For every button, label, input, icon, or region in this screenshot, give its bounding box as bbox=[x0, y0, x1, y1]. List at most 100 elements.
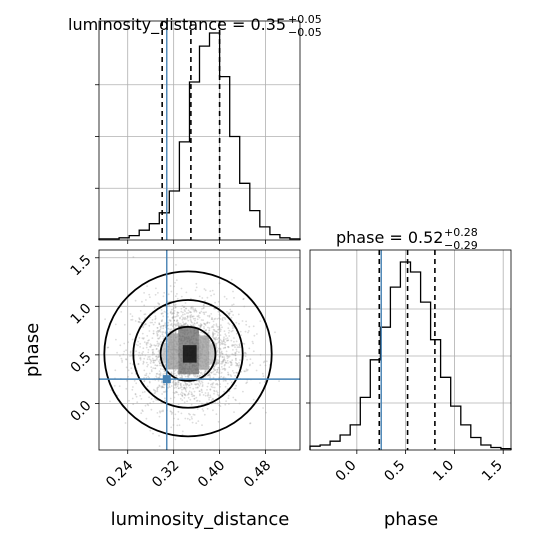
scatter-point bbox=[191, 393, 194, 395]
scatter-point bbox=[198, 375, 201, 378]
scatter-point bbox=[212, 398, 215, 400]
scatter-point bbox=[212, 333, 215, 336]
scatter-point bbox=[216, 349, 219, 352]
scatter-point bbox=[125, 358, 127, 360]
scatter-point bbox=[176, 385, 179, 388]
scatter-point bbox=[163, 391, 166, 393]
scatter-point bbox=[190, 403, 193, 406]
scatter-point bbox=[215, 390, 218, 393]
scatter-point bbox=[147, 339, 150, 342]
scatter-point bbox=[162, 368, 165, 371]
scatter-point bbox=[199, 394, 201, 397]
scatter-point bbox=[184, 310, 187, 313]
scatter-point bbox=[212, 333, 215, 336]
scatter-point bbox=[128, 399, 130, 402]
scatter-point bbox=[213, 307, 216, 310]
scatter-point bbox=[132, 256, 135, 258]
scatter-point bbox=[176, 319, 179, 322]
scatter-point bbox=[127, 341, 130, 344]
scatter-point bbox=[223, 390, 225, 393]
scatter-point bbox=[170, 312, 172, 314]
scatter-point bbox=[205, 329, 208, 331]
scatter-point bbox=[222, 316, 225, 319]
scatter-point bbox=[224, 363, 226, 366]
scatter-point bbox=[192, 317, 195, 320]
scatter-point bbox=[158, 355, 160, 357]
scatter-point bbox=[135, 350, 138, 353]
scatter-point bbox=[186, 383, 189, 385]
scatter-point bbox=[237, 365, 240, 367]
scatter-point bbox=[264, 364, 267, 367]
scatter-point bbox=[224, 333, 227, 336]
scatter-point bbox=[222, 347, 225, 350]
scatter-point bbox=[223, 330, 226, 332]
scatter-point bbox=[162, 325, 165, 327]
scatter-point bbox=[243, 352, 246, 354]
scatter-point bbox=[190, 320, 193, 322]
scatter-point bbox=[233, 387, 236, 390]
scatter-point bbox=[189, 311, 192, 314]
scatter-point bbox=[198, 381, 201, 383]
scatter-point bbox=[154, 293, 157, 296]
scatter-point bbox=[177, 380, 180, 382]
scatter-point bbox=[172, 391, 175, 394]
scatter-point bbox=[193, 390, 196, 393]
scatter-point bbox=[196, 386, 199, 389]
scatter-point bbox=[159, 328, 162, 331]
scatter-point bbox=[235, 350, 238, 353]
scatter-point bbox=[215, 323, 218, 325]
scatter-point bbox=[96, 394, 98, 396]
scatter-point bbox=[212, 331, 214, 334]
scatter-point bbox=[152, 323, 155, 326]
scatter-point bbox=[238, 343, 241, 346]
scatter-point bbox=[207, 331, 210, 334]
scatter-point bbox=[227, 327, 230, 330]
scatter-point bbox=[218, 339, 221, 342]
scatter-point bbox=[202, 304, 205, 307]
scatter-point bbox=[138, 321, 141, 324]
scatter-point bbox=[154, 315, 157, 318]
scatter-point bbox=[218, 367, 221, 369]
scatter-point bbox=[185, 382, 187, 385]
scatter-point bbox=[154, 321, 157, 324]
scatter-point bbox=[145, 342, 148, 345]
scatter-point bbox=[154, 364, 157, 366]
scatter-point bbox=[152, 348, 155, 351]
scatter-point bbox=[173, 319, 176, 322]
scatter-point bbox=[192, 413, 195, 416]
scatter-point bbox=[159, 374, 162, 377]
scatter-point bbox=[136, 401, 139, 404]
scatter-point bbox=[234, 353, 237, 355]
scatter-point bbox=[157, 386, 160, 389]
scatter-point bbox=[213, 392, 215, 395]
scatter-point bbox=[246, 358, 249, 361]
scatter-point bbox=[210, 385, 213, 388]
scatter-point bbox=[137, 363, 140, 365]
scatter-point bbox=[245, 352, 247, 355]
scatter-point bbox=[212, 336, 215, 339]
scatter-point bbox=[199, 325, 202, 327]
scatter-point bbox=[182, 321, 184, 324]
scatter-point bbox=[138, 317, 141, 319]
scatter-point bbox=[221, 319, 224, 321]
scatter-point bbox=[217, 328, 220, 331]
scatter-point bbox=[234, 351, 237, 354]
scatter-point bbox=[143, 369, 146, 372]
scatter-point bbox=[176, 319, 179, 321]
scatter-point bbox=[194, 375, 196, 378]
scatter-point bbox=[214, 317, 217, 320]
scatter-point bbox=[225, 361, 227, 364]
scatter-yticklabel-3: 1.5 bbox=[68, 252, 95, 279]
scatter-point bbox=[163, 370, 166, 373]
scatter-point bbox=[176, 371, 179, 374]
scatter-point bbox=[209, 388, 212, 391]
scatter-point bbox=[170, 371, 173, 374]
scatter-yticklabel-1: 0.5 bbox=[68, 349, 95, 376]
scatter-point bbox=[262, 375, 265, 378]
scatter-point bbox=[200, 310, 203, 313]
scatter-point bbox=[212, 367, 215, 370]
scatter-point bbox=[139, 354, 142, 357]
scatter-point bbox=[187, 309, 190, 312]
scatter-point bbox=[218, 395, 220, 397]
